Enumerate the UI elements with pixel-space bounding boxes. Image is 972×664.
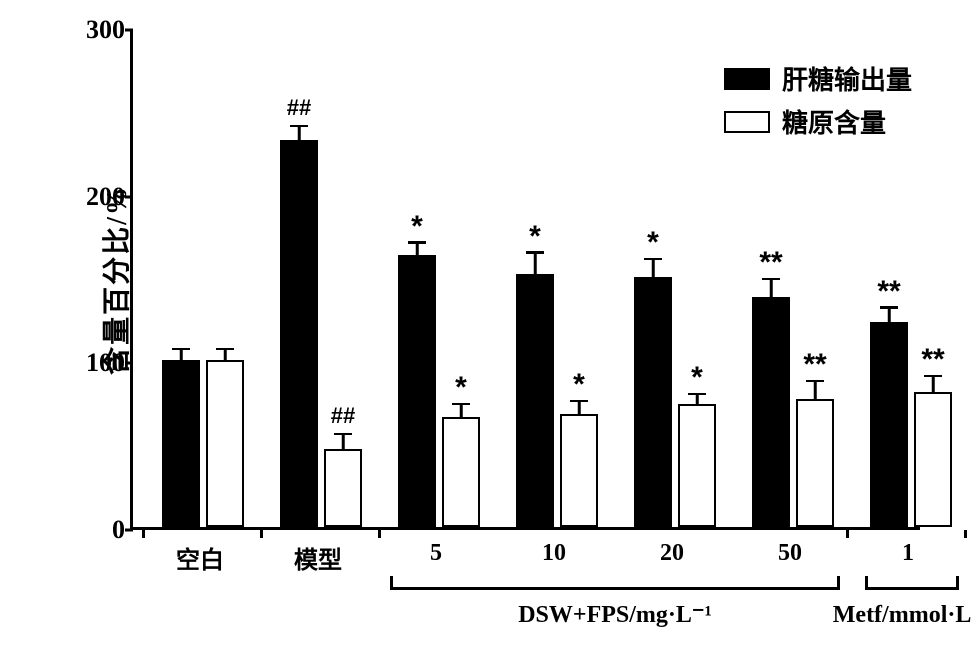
significance-label: * — [691, 361, 703, 395]
x-tick-mark — [964, 530, 967, 538]
x-tick-mark — [142, 530, 145, 538]
error-bar — [578, 402, 581, 414]
error-bar — [888, 309, 891, 322]
y-tick-label: 300 — [70, 15, 125, 45]
error-cap — [290, 125, 308, 128]
error-bar — [652, 260, 655, 277]
x-group-label: 1 — [902, 540, 914, 567]
bar-hepatic-output — [870, 322, 908, 527]
error-bar — [696, 395, 699, 403]
chart-container: 含量百分比/% 0100200300 ####************** 空白… — [0, 0, 972, 664]
x-tick-mark — [378, 530, 381, 538]
error-cap — [172, 348, 190, 351]
legend-swatch-white — [724, 111, 770, 133]
bar-glycogen — [914, 392, 952, 527]
legend-item-2: 糖原含量 — [724, 103, 912, 140]
legend-label-1: 肝糖输出量 — [782, 60, 912, 97]
bar-hepatic-output — [516, 274, 554, 527]
x-group-label: 模型 — [294, 540, 342, 575]
error-bar — [460, 405, 463, 417]
bar-glycogen — [442, 417, 480, 527]
bar-glycogen — [206, 360, 244, 527]
y-tick-label: 200 — [70, 182, 125, 212]
bar-hepatic-output — [634, 277, 672, 527]
y-tick-label: 0 — [70, 515, 125, 545]
error-bar — [770, 280, 773, 297]
significance-label: * — [573, 368, 585, 402]
x-group-label: 空白 — [176, 540, 224, 575]
significance-label: ** — [759, 246, 782, 280]
significance-label: ** — [877, 275, 900, 309]
error-bar — [342, 435, 345, 448]
x-group-label: 5 — [430, 540, 442, 567]
significance-label: ** — [803, 348, 826, 382]
error-bar — [180, 350, 183, 360]
group-bracket — [865, 576, 959, 590]
legend-item-1: 肝糖输出量 — [724, 60, 912, 97]
group-bracket-label: DSW+FPS/mg·L⁻¹ — [518, 600, 712, 629]
error-cap — [334, 433, 352, 436]
significance-label: ## — [287, 95, 311, 121]
error-bar — [298, 127, 301, 140]
group-bracket — [390, 576, 840, 590]
legend-label-2: 糖原含量 — [782, 103, 886, 140]
legend: 肝糖输出量 糖原含量 — [724, 60, 912, 146]
error-bar — [814, 382, 817, 399]
x-group-label: 50 — [778, 540, 802, 567]
error-bar — [224, 350, 227, 360]
significance-label: * — [411, 210, 423, 244]
bar-glycogen — [560, 414, 598, 527]
error-bar — [416, 244, 419, 256]
bar-hepatic-output — [752, 297, 790, 527]
bar-glycogen — [324, 449, 362, 527]
bar-glycogen — [796, 399, 834, 527]
error-bar — [534, 254, 537, 274]
x-tick-mark — [260, 530, 263, 538]
significance-label: * — [529, 220, 541, 254]
x-group-label: 10 — [542, 540, 566, 567]
bar-hepatic-output — [280, 140, 318, 527]
y-tick-label: 100 — [70, 348, 125, 378]
bar-glycogen — [678, 404, 716, 527]
error-bar — [932, 377, 935, 392]
significance-label: * — [647, 226, 659, 260]
group-bracket-label: Metf/mmol·L⁻¹ — [833, 600, 972, 629]
y-axis-label: 含量百分比/% — [95, 185, 135, 375]
error-cap — [216, 348, 234, 351]
significance-label: ## — [331, 403, 355, 429]
bar-hepatic-output — [398, 255, 436, 527]
legend-swatch-black — [724, 68, 770, 90]
x-tick-mark — [846, 530, 849, 538]
x-group-label: 20 — [660, 540, 684, 567]
significance-label: ** — [921, 343, 944, 377]
bar-hepatic-output — [162, 360, 200, 527]
significance-label: * — [455, 371, 467, 405]
